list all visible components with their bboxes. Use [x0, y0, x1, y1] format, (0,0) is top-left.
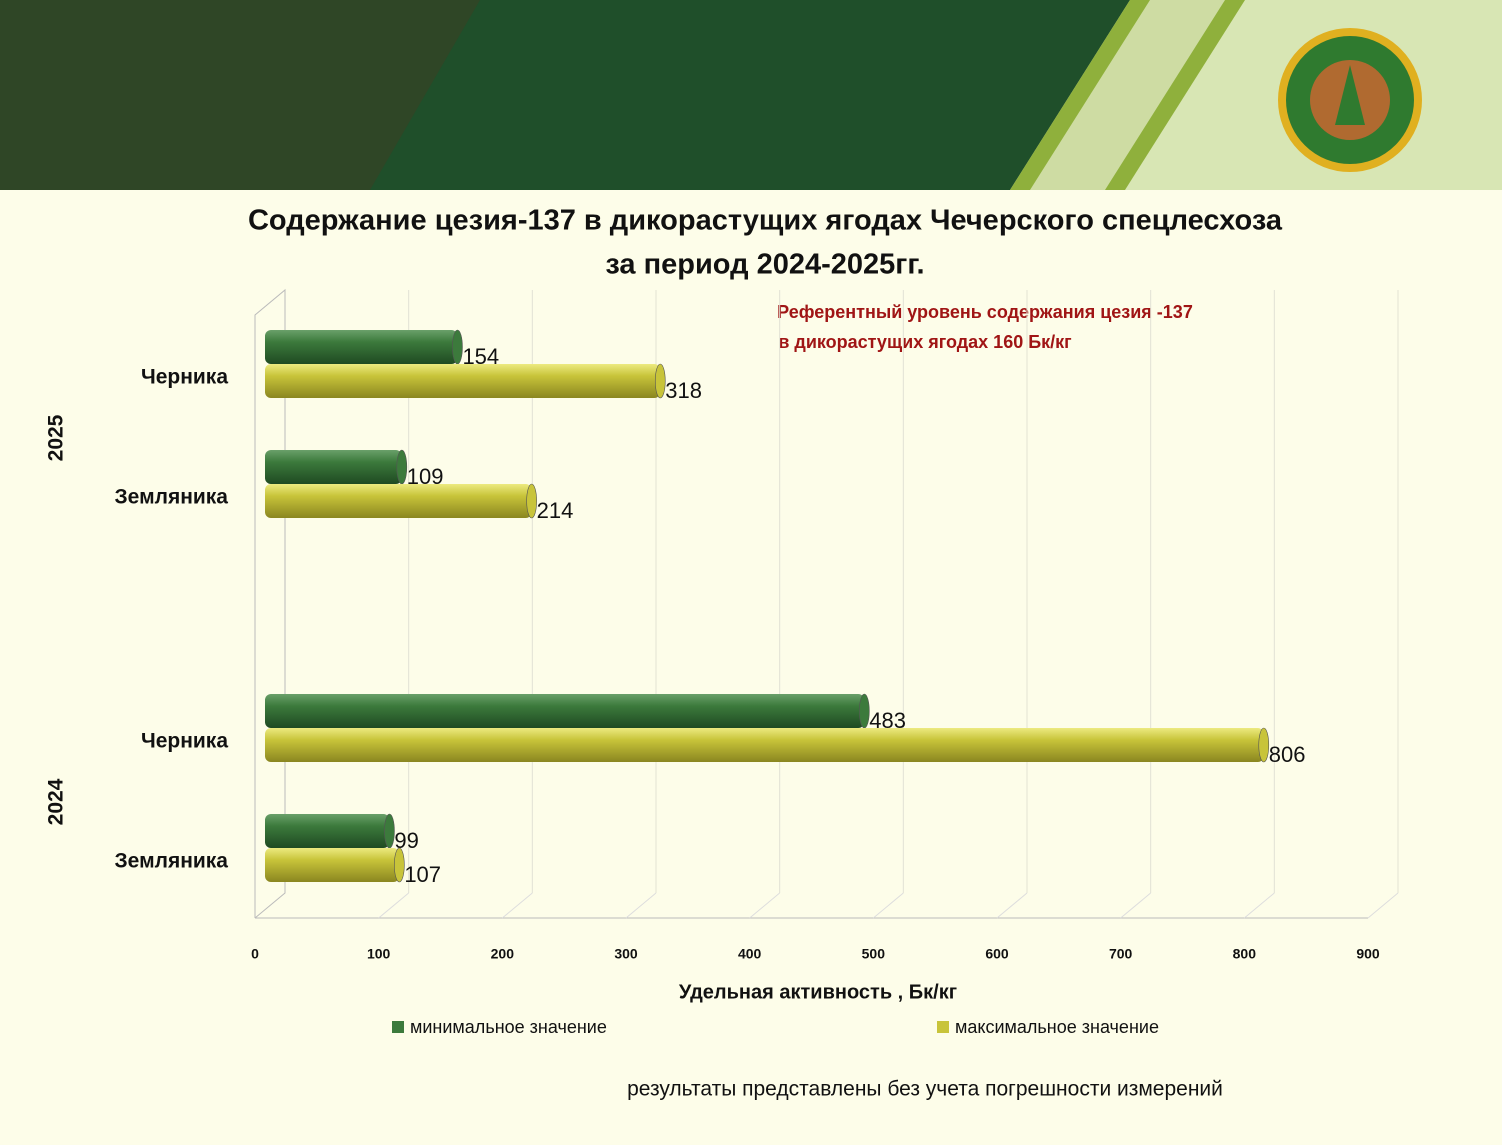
group-label: 2024 [45, 778, 68, 825]
grid-line [996, 892, 1028, 919]
grid-line [1244, 892, 1275, 919]
bar-cap [654, 363, 666, 399]
bar-cap [396, 449, 408, 485]
grid-line [1120, 892, 1151, 919]
y-tick-label: Черника [141, 730, 228, 753]
legend-swatch [392, 1021, 404, 1033]
annotation: в дикорастущих ягодах 160 Бк/кг [778, 332, 1072, 352]
bar-cap [859, 693, 870, 729]
bar-cap [1258, 727, 1270, 763]
data-label: 107 [404, 862, 441, 887]
x-tick-label: 600 [985, 946, 1009, 962]
x-tick-label: 300 [614, 946, 638, 962]
x-tick-label: 900 [1356, 946, 1380, 962]
bar [265, 728, 1264, 762]
x-tick-label: 500 [862, 946, 886, 962]
bar-cap [394, 847, 405, 883]
bar [265, 814, 390, 848]
bar [265, 450, 402, 484]
bar [265, 848, 400, 882]
legend-label: максимальное значение [955, 1017, 1159, 1037]
y-tick-label: Земляника [115, 850, 229, 873]
grid-line [1367, 892, 1399, 919]
bar [265, 330, 458, 364]
bar [265, 364, 661, 398]
chart-title: Содержание цезия-137 в дикорастущих ягод… [248, 205, 1283, 237]
x-tick-label: 700 [1109, 946, 1133, 962]
bar [265, 484, 532, 518]
grid-line [502, 892, 533, 919]
legend-swatch [937, 1021, 949, 1033]
group-label: 2025 [45, 414, 68, 461]
y-tick-label: Земляника [115, 486, 229, 509]
grid-line [873, 892, 904, 919]
grid-line [625, 892, 657, 919]
bar-cap [384, 813, 395, 849]
header-banner [0, 0, 1502, 190]
chart-subtitle: за период 2024-2025гг. [605, 249, 924, 281]
annotation: Референтный уровень содержания цезия -13… [777, 302, 1193, 322]
bar-cap [452, 329, 463, 365]
x-tick-label: 200 [491, 946, 515, 962]
x-tick-label: 100 [367, 946, 391, 962]
data-label: 806 [1269, 742, 1306, 767]
grid-line [749, 892, 780, 919]
y-tick-label: Черника [141, 366, 228, 389]
x-tick-label: 400 [738, 946, 762, 962]
footnote: результаты представлены без учета погреш… [627, 1078, 1223, 1101]
x-tick-label: 800 [1233, 946, 1257, 962]
bar-cap [526, 483, 537, 519]
data-label: 318 [665, 378, 702, 403]
bar [265, 694, 865, 728]
axis-wall [254, 288, 286, 919]
x-axis-label: Удельная активность , Бк/кг [679, 981, 957, 1003]
x-tick-label: 0 [251, 946, 259, 962]
legend-label: минимальное значение [410, 1017, 607, 1037]
grid-line [378, 892, 409, 919]
data-label: 214 [537, 498, 574, 523]
